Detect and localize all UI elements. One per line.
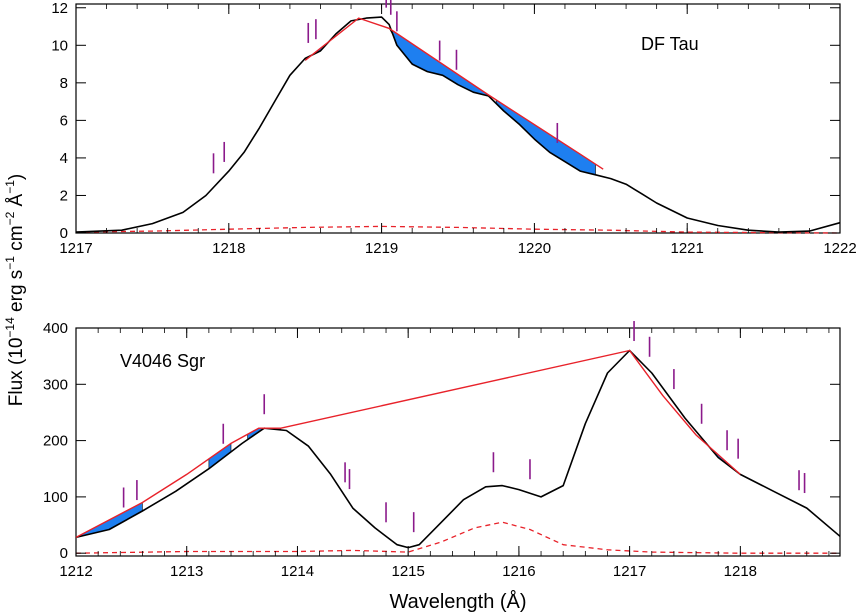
x-tick-label-1218: 1218 xyxy=(212,240,245,257)
panel-title-df-tau: DF Tau xyxy=(641,34,699,54)
x-tick-label-1219: 1219 xyxy=(365,240,398,257)
panel-v4046-sgr: 1212 1213 1214 1215 1216 1217 1218 0 100 200 300 40… xyxy=(43,320,841,580)
error-line xyxy=(75,225,841,234)
panel-title-v4046-sgr: V4046 Sgr xyxy=(120,351,205,371)
x-tick-label-1212: 1212 xyxy=(59,563,92,580)
panel-df-tau: 1217 1218 1219 1220 1221 1222 0 2 4 6 8 10 12 DF Tau xyxy=(51,0,857,257)
y-tick-label-4: 4 xyxy=(60,150,68,167)
model-profile xyxy=(75,349,741,539)
y-tick-label-10: 10 xyxy=(51,37,68,54)
observed-spectrum xyxy=(75,16,841,233)
x-tick-label-1217: 1217 xyxy=(613,563,646,580)
y-tick-label-200: 200 xyxy=(43,433,68,450)
x-tick-label-1221: 1221 xyxy=(671,240,704,257)
x-tick-label-1216: 1216 xyxy=(502,563,535,580)
y-tick-label-300: 300 xyxy=(43,376,68,393)
y-tick-label-12: 12 xyxy=(51,0,68,17)
y-tick-label-400: 400 xyxy=(43,320,68,337)
x-tick-label-1215: 1215 xyxy=(391,563,424,580)
x-tick-label-1217: 1217 xyxy=(59,240,92,257)
plot-frame-bottom xyxy=(75,327,841,557)
model-profile xyxy=(304,17,604,170)
plot-frame-top xyxy=(75,3,841,234)
x-tick-label-1218: 1218 xyxy=(724,563,757,580)
x-tick-label-1213: 1213 xyxy=(170,563,203,580)
y-tick-label-0: 0 xyxy=(60,225,68,242)
y-axis-label: Flux (10−14 erg s−1 cm−2 Å−1) xyxy=(3,174,27,406)
x-tick-label-1220: 1220 xyxy=(518,240,551,257)
y-tick-label-100: 100 xyxy=(43,489,68,506)
x-axis-label: Wavelength (Å) xyxy=(389,590,526,613)
y-tick-label-8: 8 xyxy=(60,75,68,92)
y-tick-label-0: 0 xyxy=(60,545,68,562)
x-tick-label-1214: 1214 xyxy=(281,563,314,580)
y-tick-label-2: 2 xyxy=(60,187,68,204)
x-tick-label-1222: 1222 xyxy=(823,240,856,257)
absorption-fill-2 xyxy=(495,99,596,176)
observed-spectrum xyxy=(75,349,841,549)
y-tick-label-6: 6 xyxy=(60,112,68,129)
error-line xyxy=(75,521,840,554)
